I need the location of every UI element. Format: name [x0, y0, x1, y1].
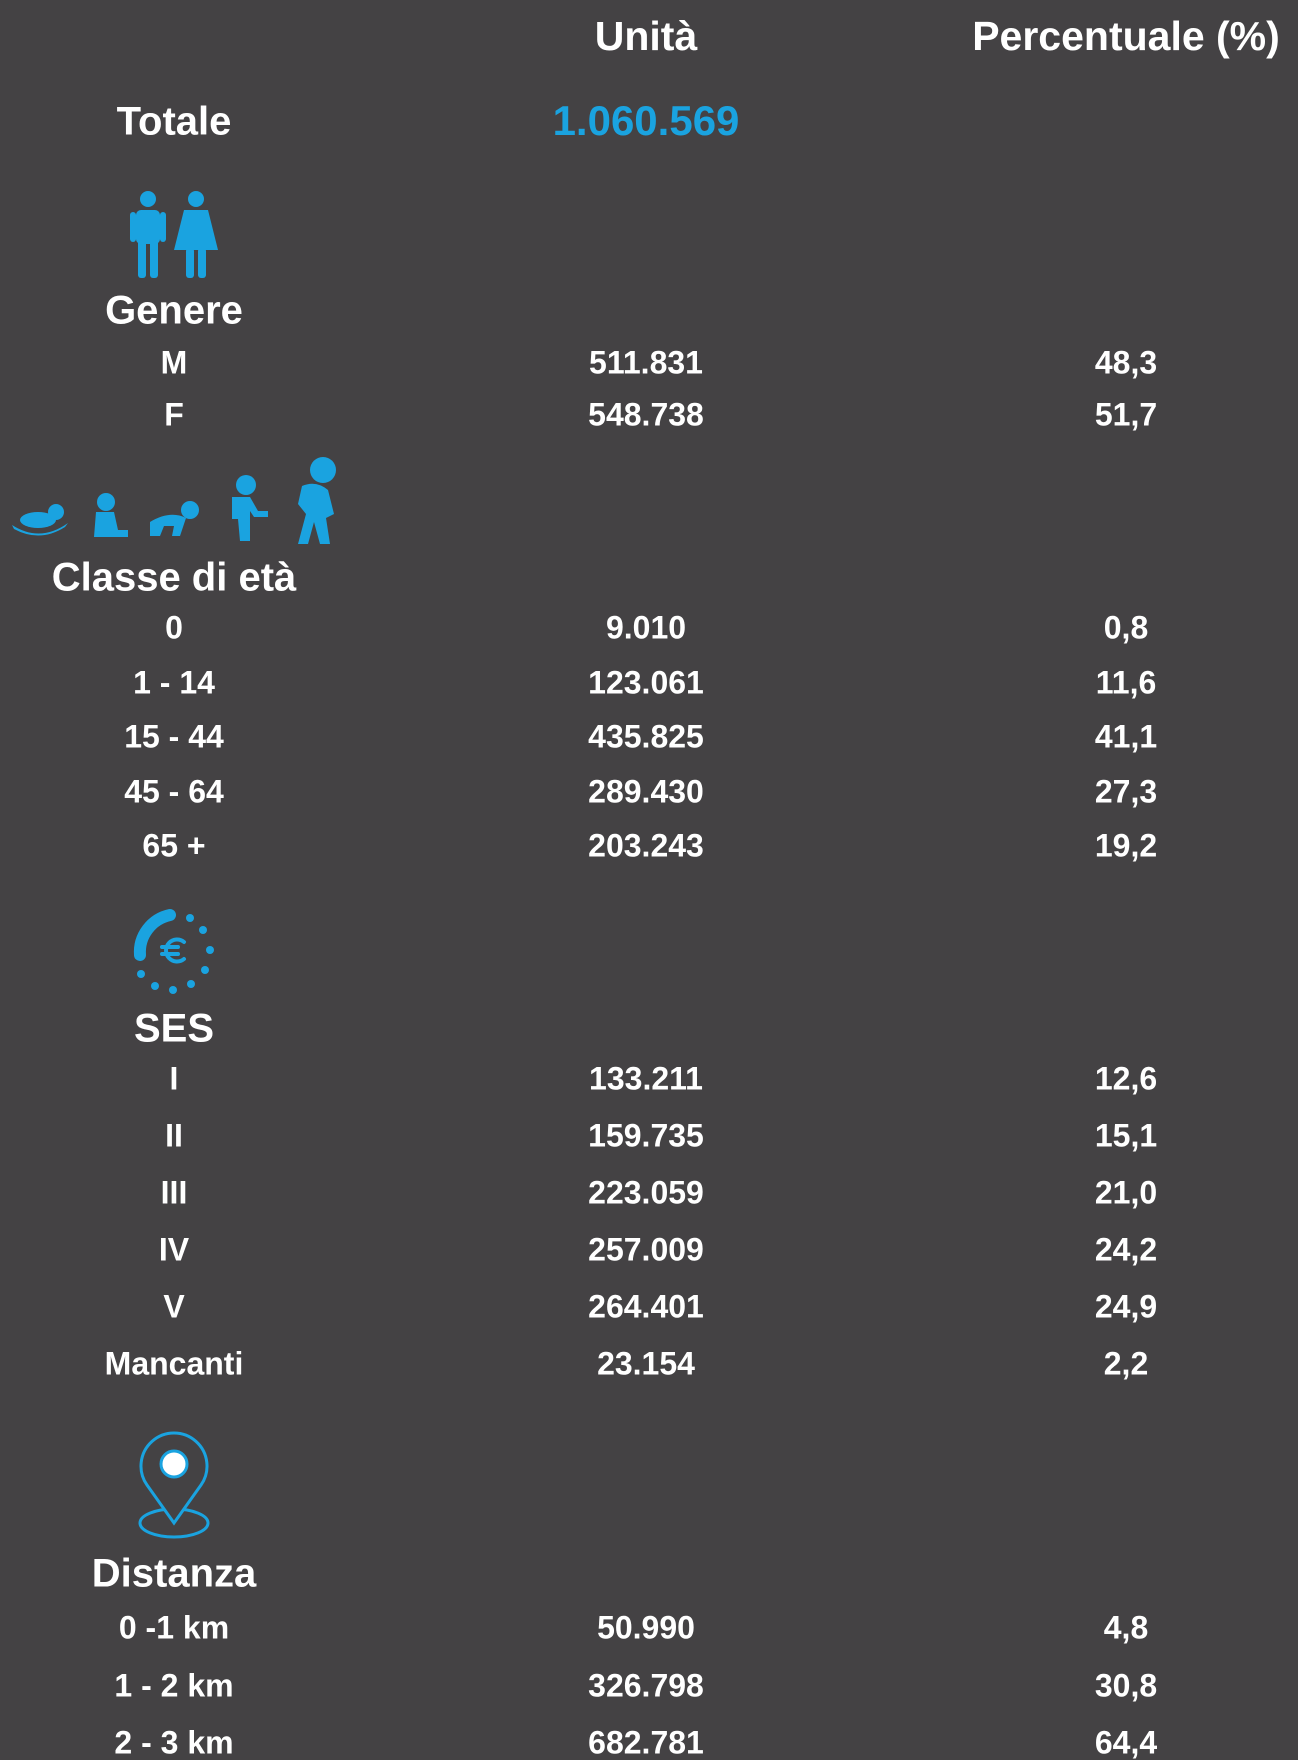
row-unit: 511.831: [589, 344, 703, 380]
row-label: 1 - 2 km: [114, 1667, 233, 1703]
row-percent: 24,2: [1095, 1231, 1157, 1267]
row-unit: 23.154: [597, 1345, 695, 1381]
row-unit: 289.430: [588, 773, 704, 809]
age-icons: [12, 457, 336, 544]
gender-icon: [130, 191, 218, 278]
row-percent: 27,3: [1095, 773, 1157, 809]
row-percent: 4,8: [1104, 1609, 1148, 1645]
header-unit: Unità: [595, 13, 698, 59]
section-title: SES: [134, 1007, 214, 1051]
row-label: I: [170, 1060, 179, 1096]
total-value: 1.060.569: [553, 97, 740, 144]
row-label: II: [165, 1117, 183, 1153]
row-label: V: [163, 1288, 185, 1324]
row-percent: 2,2: [1104, 1345, 1148, 1381]
row-label: 65 +: [142, 827, 205, 863]
row-percent: 30,8: [1095, 1667, 1157, 1703]
row-unit: 257.009: [588, 1231, 704, 1267]
row-percent: 64,4: [1095, 1724, 1157, 1760]
header-percent: Percentuale (%): [972, 13, 1280, 59]
section-title: Distanza: [92, 1552, 257, 1596]
row-label: 0: [165, 609, 183, 645]
row-unit: 326.798: [588, 1667, 704, 1703]
row-percent: 0,8: [1104, 609, 1148, 645]
row-unit: 50.990: [597, 1609, 695, 1645]
row-percent: 41,1: [1095, 718, 1157, 754]
row-unit: 9.010: [606, 609, 686, 645]
ses-icon: [133, 909, 214, 994]
row-label: 2 - 3 km: [114, 1724, 233, 1760]
row-percent: 48,3: [1095, 344, 1157, 380]
row-label: 1 - 14: [133, 664, 215, 700]
location-icon: [138, 1431, 210, 1539]
row-label: IV: [159, 1231, 190, 1267]
row-unit: 159.735: [588, 1117, 704, 1153]
row-percent: 11,6: [1096, 664, 1157, 700]
row-label: M: [161, 344, 188, 380]
total-label: Totale: [117, 100, 232, 144]
row-label: III: [161, 1174, 188, 1210]
row-label: F: [164, 396, 184, 432]
row-unit: 435.825: [588, 718, 704, 754]
row-unit: 203.243: [588, 827, 704, 863]
row-percent: 51,7: [1095, 396, 1157, 432]
row-percent: 15,1: [1095, 1117, 1157, 1153]
row-unit: 133.211: [589, 1060, 703, 1096]
row-label: 0 -1 km: [119, 1609, 229, 1645]
row-label: Mancanti: [105, 1345, 244, 1381]
section-title: Genere: [105, 289, 243, 333]
section-title: Classe di età: [52, 556, 297, 600]
row-label: 45 - 64: [124, 773, 224, 809]
row-unit: 548.738: [588, 396, 704, 432]
row-percent: 24,9: [1095, 1288, 1157, 1324]
row-unit: 264.401: [588, 1288, 704, 1324]
row-percent: 12,6: [1095, 1060, 1157, 1096]
row-percent: 21,0: [1095, 1174, 1157, 1210]
row-percent: 19,2: [1095, 827, 1157, 863]
row-unit: 682.781: [588, 1724, 704, 1760]
row-label: 15 - 44: [124, 718, 224, 754]
row-unit: 223.059: [588, 1174, 704, 1210]
row-unit: 123.061: [588, 664, 704, 700]
